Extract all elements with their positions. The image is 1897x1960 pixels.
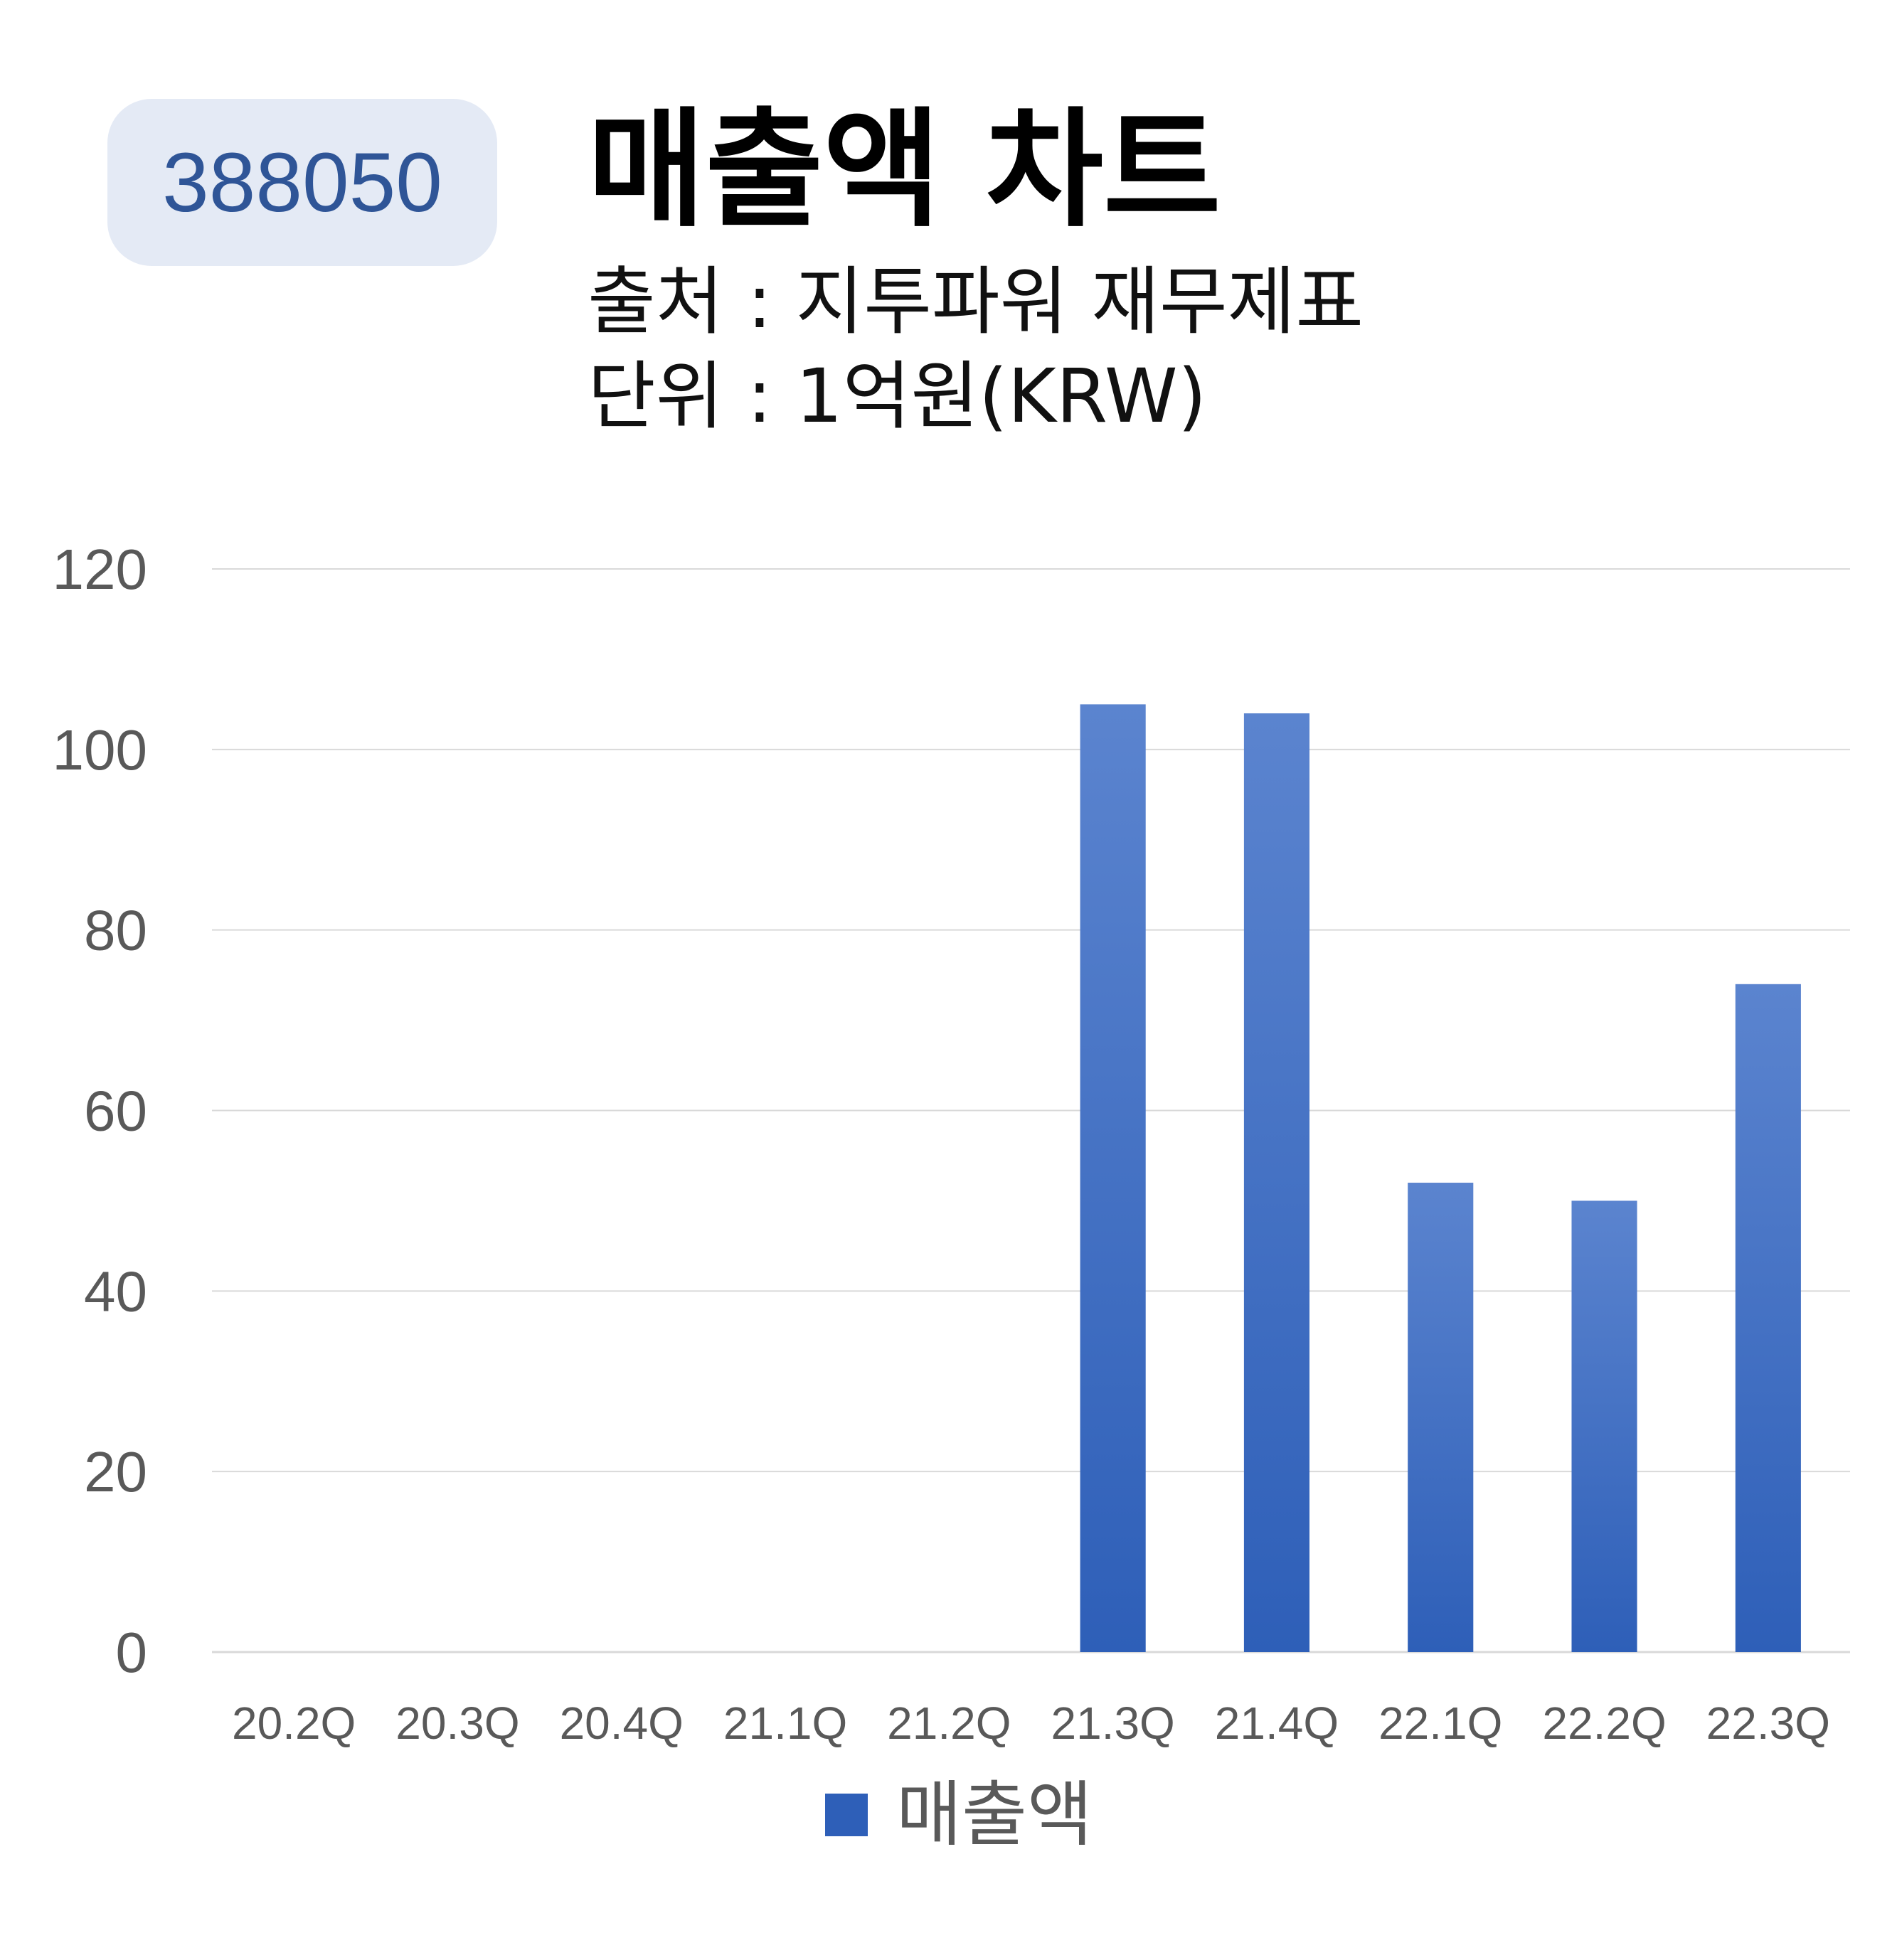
- legend-swatch: [825, 1794, 868, 1836]
- y-tick-label: 60: [84, 1080, 147, 1143]
- y-tick-label: 120: [53, 538, 147, 601]
- unit-line: 단위 : 1억원(KRW): [588, 353, 1207, 440]
- y-tick-label: 40: [84, 1259, 147, 1323]
- x-tick-label: 21.4Q: [1215, 1698, 1339, 1749]
- x-tick-label: 22.3Q: [1706, 1698, 1830, 1749]
- x-tick-label: 22.1Q: [1378, 1698, 1502, 1749]
- x-tick-label: 22.2Q: [1542, 1698, 1666, 1749]
- legend: 매출액: [825, 1779, 1093, 1850]
- bar: [1735, 984, 1801, 1652]
- x-tick-label: 20.3Q: [395, 1698, 519, 1749]
- x-tick-label: 21.3Q: [1051, 1698, 1174, 1749]
- x-tick-label: 21.1Q: [723, 1698, 847, 1749]
- y-tick-label: 100: [53, 718, 147, 782]
- stock-code-badge: 388050: [107, 99, 497, 266]
- chart-title: 매출액 차트: [588, 96, 1221, 245]
- y-tick-label: 0: [116, 1621, 148, 1684]
- x-axis-ticks: 20.2Q 20.3Q 20.4Q 21.1Q 21.2Q 21.3Q 21.4Q 22.1Q…: [232, 1698, 1830, 1749]
- bar: [1408, 1183, 1474, 1652]
- gridlines: [212, 568, 1850, 1653]
- y-tick-label: 80: [84, 899, 147, 962]
- x-tick-label: 20.2Q: [232, 1698, 356, 1749]
- bars: [1080, 704, 1801, 1652]
- y-tick-label: 20: [84, 1440, 147, 1503]
- stock-code-text: 388050: [162, 135, 442, 230]
- x-tick-label: 21.2Q: [887, 1698, 1011, 1749]
- x-tick-label: 20.4Q: [560, 1698, 684, 1749]
- legend-label: 매출액: [896, 1773, 1093, 1856]
- bar: [1080, 704, 1146, 1652]
- y-axis-ticks: 0 20 40 60 80 100 120: [53, 538, 147, 1684]
- bar: [1571, 1200, 1637, 1652]
- bar: [1243, 713, 1310, 1652]
- source-line: 출처 : 지투파워 재무제표: [588, 258, 1364, 345]
